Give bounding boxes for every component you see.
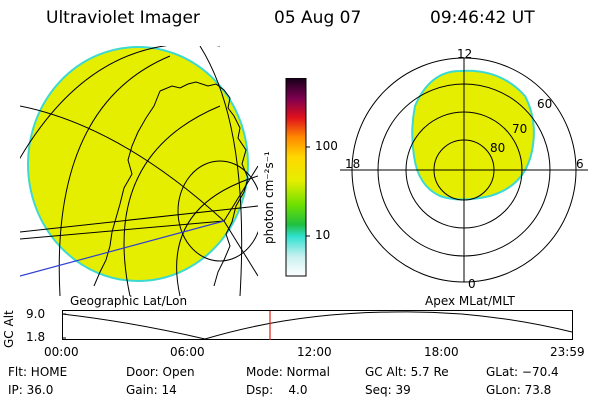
status-glat: GLat: −70.4: [486, 365, 559, 379]
colorbar-unit-label: photon cm⁻²s⁻¹: [262, 151, 276, 244]
instrument-title: Ultraviolet Imager: [46, 8, 200, 28]
observation-time: 09:46:42 UT: [430, 8, 535, 28]
mlat-label-80: 80: [490, 141, 506, 155]
polar-mlat-mlt-plot: [340, 57, 588, 283]
status-mode: Mode: Normal: [246, 365, 330, 379]
mlt-label-6: 6: [576, 157, 584, 171]
mlt-label-0: 0: [468, 277, 476, 291]
status-ip: IP: 36.0: [8, 383, 54, 397]
status-door: Door: Open: [126, 365, 195, 379]
dusk-meridian: [20, 220, 225, 277]
altitude-xtick-1200: 12:00: [297, 345, 332, 359]
mlt-label-12: 12: [457, 47, 473, 61]
coastline: [93, 81, 249, 287]
color-scale-bar: [285, 78, 310, 277]
altitude-ytick-min: 1.8: [26, 330, 46, 344]
altitude-xtick-2359: 23:59: [550, 345, 585, 359]
auroral-oval-geo: [27, 46, 249, 282]
altitude-curve: [62, 311, 573, 340]
lon-line-3: [20, 205, 258, 233]
altitude-ytick-max: 9.0: [26, 307, 46, 321]
lon-line-6: [223, 220, 258, 277]
observation-date: 05 Aug 07: [274, 8, 362, 28]
altitude-ylabel: GC Alt: [2, 310, 16, 348]
lat-line-3: [123, 105, 221, 296]
lat-line-4: [176, 175, 258, 296]
lon-line-4: [20, 105, 225, 222]
lon-line-5: [223, 165, 258, 222]
polar-ring: [177, 160, 258, 262]
status-flight: Flt: HOME: [8, 365, 68, 379]
colorbar-tick-100: 100: [315, 139, 338, 153]
geographic-image: [20, 46, 258, 296]
mlat-label-60: 60: [537, 97, 553, 111]
lon-line-2: [20, 220, 225, 240]
altitude-xtick-0600: 06:00: [170, 345, 205, 359]
colorbar-tick-10: 10: [315, 228, 331, 242]
mlt-label-18: 18: [345, 157, 361, 171]
status-gain: Gain: 14: [126, 383, 177, 397]
status-dsp: Dsp: 4.0: [246, 383, 308, 397]
polar-panel-label: Apex MLat/MLT: [425, 294, 515, 308]
lat-line-1: [20, 46, 220, 160]
altitude-plot: [62, 310, 573, 340]
lat-line-2: [58, 55, 171, 296]
status-glon: GLon: 73.8: [486, 383, 552, 397]
status-seq: Seq: 39: [365, 383, 411, 397]
altitude-xtick-0000: 00:00: [44, 345, 79, 359]
mlat-label-70: 70: [512, 122, 528, 136]
geo-panel-label: Geographic Lat/Lon: [70, 294, 188, 308]
altitude-xtick-1800: 18:00: [424, 345, 459, 359]
status-gc-alt: GC Alt: 5.7 Re: [365, 365, 449, 379]
